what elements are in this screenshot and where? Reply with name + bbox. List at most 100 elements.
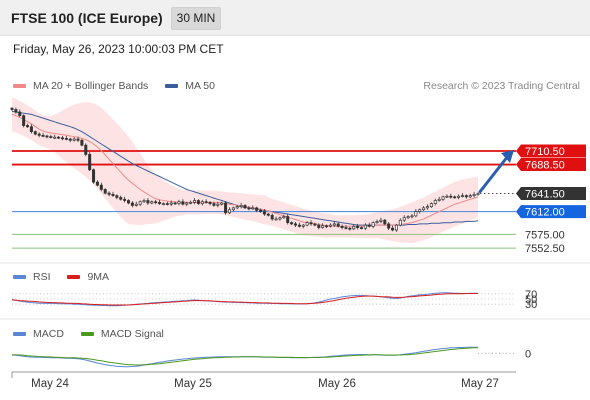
candle <box>33 130 37 136</box>
candle <box>309 220 313 226</box>
candle-body <box>14 109 18 113</box>
candle <box>262 209 266 216</box>
candle <box>414 209 418 218</box>
level-tag-label: 7688.50 <box>525 160 565 172</box>
candle-body <box>445 195 449 198</box>
candle-body <box>193 200 197 203</box>
macd-panel: 0 <box>0 318 590 368</box>
candle-body <box>418 209 422 212</box>
candle-body <box>84 144 88 155</box>
candle-body <box>375 221 379 224</box>
candle-body <box>476 193 480 196</box>
candle-body <box>239 205 243 208</box>
candle <box>123 196 127 203</box>
candle-body <box>115 195 119 198</box>
candle <box>146 198 150 205</box>
candle-body <box>165 203 169 205</box>
candle <box>126 199 131 205</box>
legend-item-ma50: MA 50 <box>165 79 215 93</box>
candle-body <box>53 136 57 139</box>
candle-body <box>177 201 181 204</box>
candle <box>383 218 387 226</box>
candle <box>99 182 103 192</box>
candle <box>72 137 76 142</box>
macd-tick-0: 0 <box>525 348 531 360</box>
candle <box>394 223 398 232</box>
candle <box>220 201 224 206</box>
candle <box>293 222 297 227</box>
candle <box>80 139 84 147</box>
candle-body <box>449 195 453 198</box>
candle <box>76 136 80 143</box>
candle-body <box>332 223 336 226</box>
candle-body <box>282 216 286 219</box>
candle-body <box>301 224 305 227</box>
price-level-tags: 7710.50 7688.50 7641.50 7612.00 7575.00 7552.… <box>516 144 586 255</box>
candle <box>196 199 200 205</box>
candle-body <box>119 197 123 200</box>
legend-label-macd-signal: MACD Signal <box>100 328 164 340</box>
candle-body <box>26 125 30 128</box>
candle-body <box>429 203 433 208</box>
candle-body <box>169 202 173 205</box>
candle-body <box>336 223 340 227</box>
candle-body <box>196 200 200 204</box>
candle <box>367 222 371 228</box>
candle <box>235 204 239 210</box>
macd-signal-line <box>11 347 479 366</box>
legend-label-rsi: RSI <box>33 271 51 283</box>
candle <box>274 216 278 221</box>
candle-body <box>259 210 263 212</box>
candle-body <box>107 192 111 195</box>
candle-body <box>317 224 321 228</box>
level-tag-bg <box>516 144 586 158</box>
candle <box>216 201 220 208</box>
projection-arrow-line <box>478 154 510 194</box>
candle-body <box>247 207 251 210</box>
timeframe-button[interactable]: 30 MIN <box>171 7 221 30</box>
candle-body <box>99 184 103 190</box>
candle-body <box>92 169 96 183</box>
candle <box>169 200 173 207</box>
candle <box>266 212 270 217</box>
candle <box>441 195 445 202</box>
candle-body <box>313 223 317 226</box>
candle-body <box>200 201 204 204</box>
candle-body <box>134 203 138 206</box>
candle-body <box>72 138 76 141</box>
candle-body <box>255 207 259 211</box>
legend-item-9ma: 9MA <box>67 270 109 284</box>
candle-body <box>111 194 115 196</box>
candle-body <box>173 202 177 205</box>
candle <box>313 222 317 227</box>
candle-body <box>37 133 41 136</box>
x-axis: May 24 May 25 May 26 May 27 <box>11 371 516 390</box>
candle-body <box>328 224 332 227</box>
candle <box>92 168 96 184</box>
candle <box>49 134 53 139</box>
projection-arrow-head <box>501 150 514 164</box>
candle <box>426 204 430 210</box>
candle-body <box>235 206 239 209</box>
candle <box>14 107 18 114</box>
candle <box>60 135 64 141</box>
candle <box>328 223 332 228</box>
candle-body <box>394 224 398 231</box>
candle-body <box>391 227 395 231</box>
candle-body <box>437 198 441 201</box>
candle <box>208 201 212 206</box>
candle <box>457 194 461 200</box>
candle <box>88 151 92 172</box>
candle <box>429 202 433 208</box>
candle-body <box>126 200 131 204</box>
candle <box>22 114 26 128</box>
bollinger-band <box>12 97 478 244</box>
candle <box>352 224 356 231</box>
candle-body <box>76 138 80 141</box>
candle <box>200 199 204 206</box>
candle-body <box>387 223 391 229</box>
candle <box>290 221 294 226</box>
candle-body <box>185 202 189 205</box>
